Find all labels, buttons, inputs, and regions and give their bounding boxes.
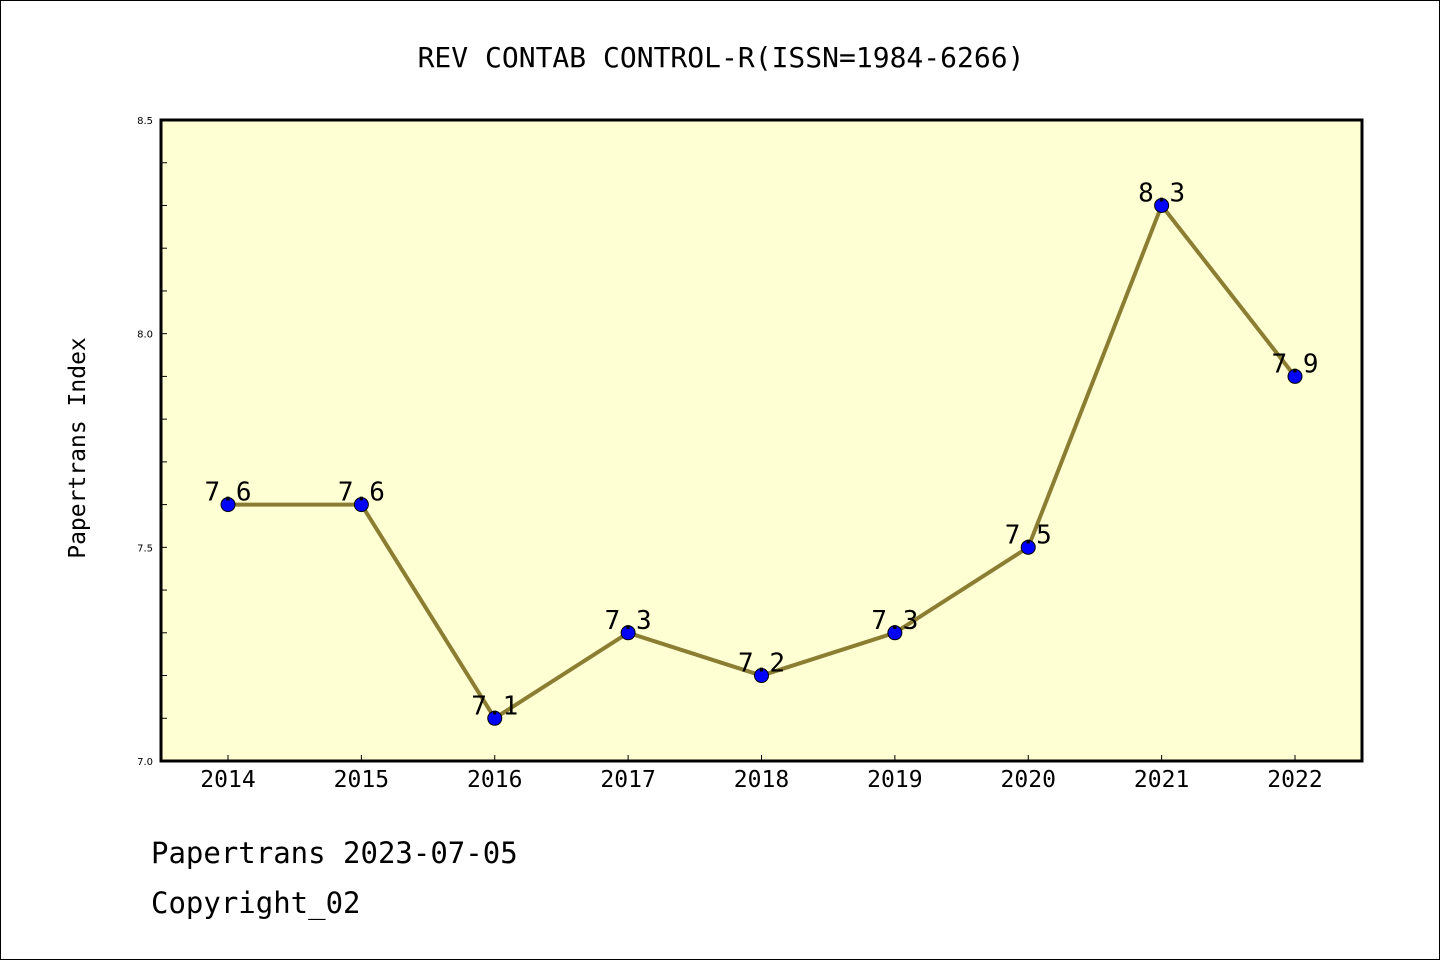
x-tick-label: 2018: [734, 767, 789, 793]
x-tick-label: 2021: [1134, 767, 1189, 793]
data-point: [1287, 368, 1303, 384]
plot-frame: [159, 118, 1364, 763]
data-label: 7.2: [738, 649, 785, 679]
y-tick-label: 7.5: [137, 543, 153, 554]
data-label: 7.1: [471, 691, 518, 721]
y-tick-label: 8.5: [137, 116, 153, 127]
data-label: 7.3: [605, 606, 652, 636]
data-point: [353, 497, 369, 513]
data-label: 8.3: [1138, 178, 1185, 208]
data-point: [487, 710, 503, 726]
data-label: 7.9: [1272, 349, 1319, 379]
data-label: 7.6: [338, 478, 385, 508]
x-tick-label: 2016: [467, 767, 522, 793]
x-tick-label: 2020: [1001, 767, 1056, 793]
data-point: [887, 625, 903, 641]
data-point: [754, 668, 769, 684]
data-label: 7.6: [205, 478, 252, 508]
footer-date: Papertrans 2023-07-05: [151, 836, 518, 870]
footer-copyright: Copyright_02: [151, 886, 361, 920]
y-tick-label: 7.0: [137, 757, 153, 768]
plot-area: [161, 120, 1362, 761]
data-point: [620, 625, 636, 641]
y-axis-label: Papertrans Index: [65, 337, 91, 559]
x-tick-label: 2017: [600, 767, 655, 793]
y-tick-label: 8.0: [137, 330, 153, 341]
x-tick-label: 2019: [867, 767, 922, 793]
data-label: 7.5: [1005, 520, 1052, 550]
data-point: [1154, 197, 1170, 213]
data-point: [1020, 539, 1036, 555]
x-tick-label: 2022: [1267, 767, 1322, 793]
chart-title: REV CONTAB CONTROL-R(ISSN=1984-6266): [418, 41, 1025, 74]
data-point: [220, 497, 236, 513]
x-tick-label: 2015: [334, 767, 389, 793]
x-tick-label: 2014: [200, 767, 255, 793]
data-label: 7.3: [871, 606, 918, 636]
